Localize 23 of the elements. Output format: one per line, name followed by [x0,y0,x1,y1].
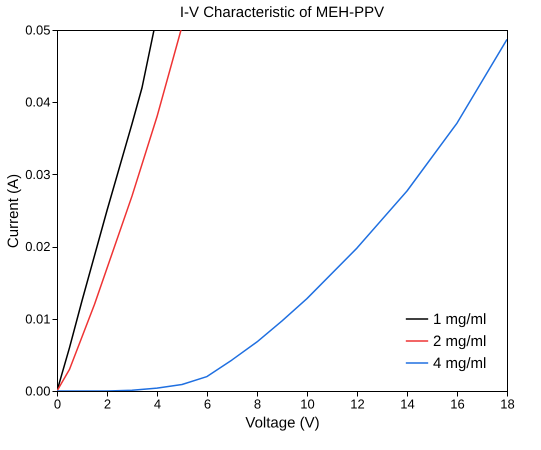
y-tick-label: 0.04 [25,94,50,110]
y-tick-label: 0.02 [25,239,50,254]
x-tick-label: 4 [154,396,162,412]
y-tick-label: 0.00 [25,384,50,398]
y-tick-label: 0.03 [25,166,50,182]
x-tick-label: 18 [500,396,515,412]
x-tick-label: 8 [254,396,262,412]
x-axis-title: Voltage (V) [245,414,320,432]
x-tick-label: 10 [300,396,315,412]
x-tick-label: 2 [104,396,112,412]
legend-label: 4 mg/ml [433,355,486,372]
legend-label: 2 mg/ml [433,333,486,350]
y-tick-label: 0.01 [25,311,50,326]
x-tick-label: 6 [204,396,212,412]
y-tick-label: 0.05 [25,22,50,38]
y-axis-title: Current (A) [5,174,22,248]
x-tick-label: 0 [54,396,62,412]
x-tick-label: 14 [400,396,415,412]
line-series [57,38,507,391]
x-tick-label: 16 [450,396,465,412]
legend-label: 1 mg/ml [433,311,486,328]
chart-title: I-V Characteristic of MEH-PPV [180,4,384,21]
x-tick-label: 12 [350,396,365,412]
